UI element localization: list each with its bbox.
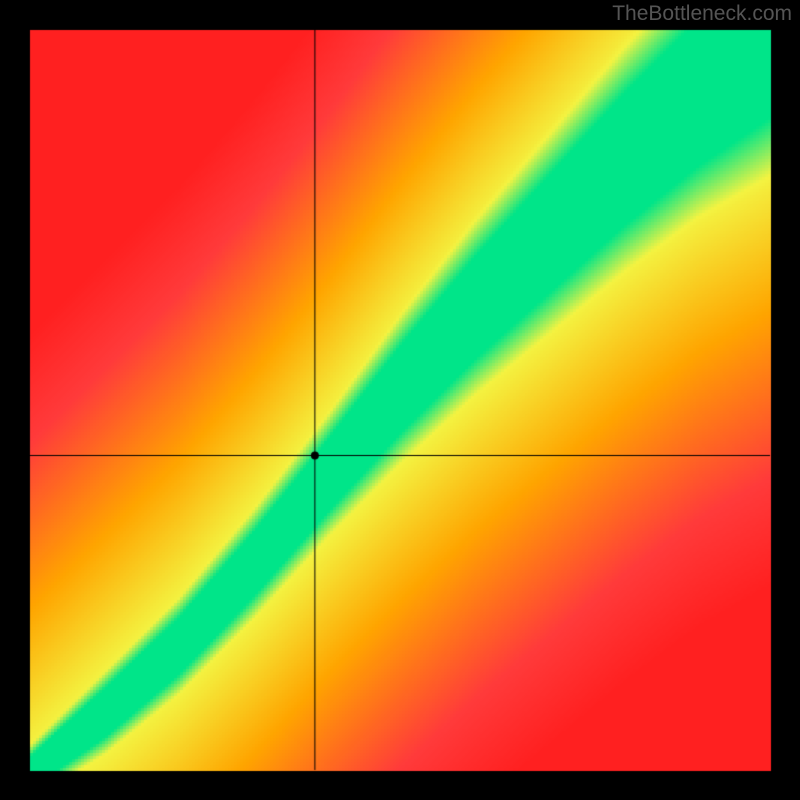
bottleneck-heatmap — [0, 0, 800, 800]
watermark-text: TheBottleneck.com — [612, 2, 792, 26]
chart-container: TheBottleneck.com — [0, 0, 800, 800]
